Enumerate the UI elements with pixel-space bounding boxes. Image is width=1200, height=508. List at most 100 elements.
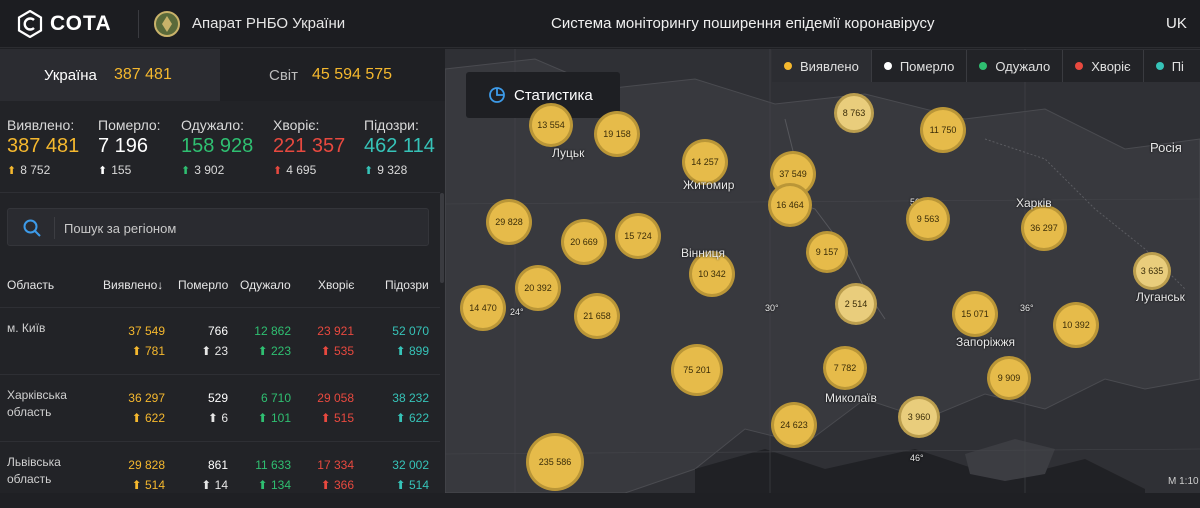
region-bubble[interactable]: 8 763: [834, 93, 874, 133]
grid-label: 46°: [910, 453, 924, 463]
grid-label: 24°: [510, 307, 524, 317]
suspect-dot-icon: [1155, 62, 1164, 70]
region-bubble[interactable]: 29 828: [486, 199, 532, 245]
table-row[interactable]: Харківська область 36 297 ⬆ 622 529 ⬆ 6 …: [0, 374, 440, 441]
summary-sick: Хворіє: 221 357 ⬆ 4 695: [273, 117, 345, 177]
died-delta: ⬆ 23: [201, 344, 228, 358]
delta-value: 4 695: [286, 163, 317, 177]
region-bubble[interactable]: 9 563: [906, 197, 950, 241]
region-bubble[interactable]: 21 658: [574, 293, 620, 339]
suspect-value: 38 232: [392, 391, 429, 405]
region-bubble[interactable]: 10 342: [689, 251, 735, 297]
col-region[interactable]: Область: [7, 278, 55, 292]
table-row[interactable]: Львівська область 29 828 ⬆ 514 861 ⬆ 14 …: [0, 441, 440, 508]
arrow-up-icon: ⬆: [273, 164, 283, 177]
sota-logo[interactable]: СОТА: [16, 10, 112, 38]
city-label: Запоріжжя: [956, 335, 1015, 349]
summary-value: 462 114: [364, 135, 435, 157]
table-row[interactable]: м. Київ 37 549 ⬆ 781 766 ⬆ 23 12 862 ⬆ 2…: [0, 307, 440, 374]
org-name[interactable]: Апарат РНБО України: [192, 15, 346, 32]
detected-delta: ⬆ 514: [131, 478, 165, 492]
region-bubble[interactable]: 14 470: [460, 285, 506, 331]
summary-label: Підозри:: [364, 117, 419, 133]
region-bubble[interactable]: 75 201: [671, 344, 723, 396]
legend-recovered[interactable]: Одужало: [967, 50, 1064, 82]
region-bubble[interactable]: 235 586: [526, 433, 584, 491]
summary-delta: ⬆ 8 752: [7, 163, 79, 177]
summary-value: 387 481: [7, 135, 80, 157]
sick-delta: ⬆ 535: [320, 344, 354, 358]
arrow-up-icon: ⬆: [7, 164, 17, 177]
summary-delta: ⬆ 4 695: [273, 163, 345, 177]
col-recovered[interactable]: Одужало: [240, 278, 291, 292]
region-bubble[interactable]: 7 782: [823, 346, 867, 390]
summary-label: Виявлено:: [7, 117, 75, 133]
stats-panel: Україна 387 481 Світ 45 594 575 Виявлено…: [0, 49, 445, 493]
region-bubble[interactable]: 19 158: [594, 111, 640, 157]
region-bubble[interactable]: 14 257: [682, 139, 728, 185]
region-bubble[interactable]: 10 392: [1053, 302, 1099, 348]
legend-detected[interactable]: Виявлено: [772, 50, 872, 82]
language-switch[interactable]: UK: [1166, 15, 1187, 32]
recovered-delta: ⬆ 223: [257, 344, 291, 358]
arrow-up-icon: ⬆: [98, 164, 108, 177]
detected-value: 29 828: [128, 458, 165, 472]
arrow-up-icon: ⬆: [181, 164, 191, 177]
recovered-value: 6 710: [260, 391, 291, 405]
region-bubble[interactable]: 11 750: [920, 107, 966, 153]
region-bubble[interactable]: 13 554: [529, 103, 573, 147]
legend-label: Виявлено: [800, 58, 859, 74]
legend-suspect[interactable]: Пі: [1144, 50, 1196, 82]
region-bubble[interactable]: 3 635: [1133, 252, 1171, 290]
suspect-delta: ⬆ 622: [395, 411, 429, 425]
summary-value: 7 196: [98, 135, 149, 157]
region-bubble[interactable]: 15 071: [952, 291, 998, 337]
recovered-delta: ⬆ 101: [257, 411, 291, 425]
region-name: Харківська область: [7, 388, 67, 419]
summary-delta: ⬆ 155: [98, 163, 161, 177]
suspect-value: 32 002: [392, 458, 429, 472]
col-detected[interactable]: Виявлено↓: [103, 278, 163, 292]
region-bubble[interactable]: 20 669: [561, 219, 607, 265]
col-died[interactable]: Померло: [178, 278, 229, 292]
legend-sick[interactable]: Хворіє: [1063, 50, 1144, 82]
col-detected-label: Виявлено: [103, 278, 158, 292]
col-suspect[interactable]: Підозри: [385, 278, 429, 292]
scrollbar[interactable]: [440, 193, 444, 283]
city-label: Житомир: [683, 178, 735, 192]
died-delta: ⬆ 6: [207, 411, 228, 425]
delta-value: 8 752: [20, 163, 51, 177]
region-bubble[interactable]: 2 514: [835, 283, 877, 325]
grid-label: 30°: [765, 303, 779, 313]
sick-value: 23 921: [317, 324, 354, 338]
arrow-up-icon: ⬆: [364, 164, 374, 177]
legend-label: Пі: [1171, 58, 1184, 74]
summary-value: 158 928: [181, 135, 254, 157]
tab-ukraine[interactable]: Україна 387 481: [0, 49, 220, 101]
region-bubble[interactable]: 16 464: [768, 183, 812, 227]
legend-label: Одужало: [995, 58, 1051, 74]
region-bubble[interactable]: 15 724: [615, 213, 661, 259]
col-sick[interactable]: Хворіє: [318, 278, 355, 292]
summary-value: 221 357: [273, 135, 346, 157]
region-bubble[interactable]: 36 297: [1021, 205, 1067, 251]
region-search[interactable]: [7, 208, 429, 246]
region-bubble[interactable]: 9 157: [806, 231, 848, 273]
region-bubble[interactable]: 24 623: [771, 402, 817, 448]
legend-died[interactable]: Померло: [872, 50, 968, 82]
detected-value: 36 297: [128, 391, 165, 405]
sota-logo-icon: [17, 10, 43, 38]
summary-delta: ⬆ 3 902: [181, 163, 253, 177]
region-bubble[interactable]: 9 909: [987, 356, 1031, 400]
region-bubble[interactable]: 20 392: [515, 265, 561, 311]
suspect-value: 52 070: [392, 324, 429, 338]
search-input[interactable]: [64, 218, 414, 238]
recovered-dot-icon: [979, 62, 988, 70]
tab-world[interactable]: Світ 45 594 575: [220, 49, 445, 101]
city-label: Вінниця: [681, 246, 725, 260]
region-bubble[interactable]: 37 549: [770, 151, 816, 197]
nsdc-emblem-icon: [154, 11, 180, 37]
tab-world-value: 45 594 575: [312, 66, 393, 83]
summary-recovered: Одужало: 158 928 ⬆ 3 902: [181, 117, 253, 177]
region-bubble[interactable]: 3 960: [898, 396, 940, 438]
